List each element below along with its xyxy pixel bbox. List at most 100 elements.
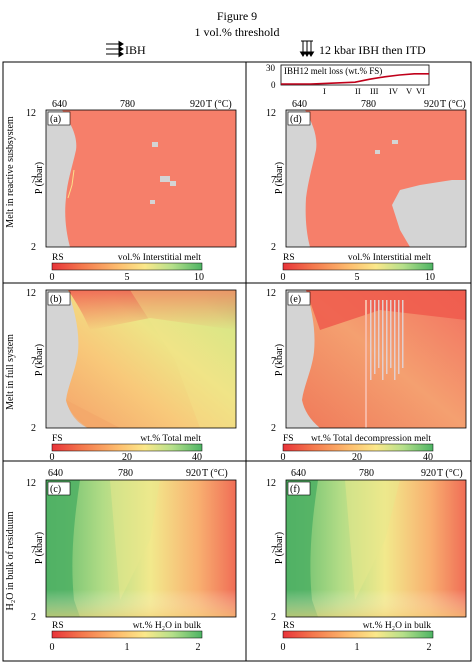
- stage-label-v: V: [406, 86, 413, 96]
- colorbar-row3-right: RS wt.% H₂O in bulk 0 1 2: [281, 621, 434, 653]
- colorbar-tick: 1: [125, 642, 130, 653]
- colorbar-tick: 0: [50, 452, 55, 463]
- panel-e-stripe: [370, 300, 372, 380]
- y-axis-label: P (kbar): [274, 162, 285, 194]
- inset-title: IBH12 melt loss (wt.% FS): [284, 66, 382, 76]
- panel-letter-f: (f): [290, 484, 300, 495]
- colorbar-title: wt.% Total decompression melt: [311, 434, 431, 444]
- xtick-640: 640: [292, 99, 307, 110]
- panel-e-stripe: [402, 300, 404, 368]
- colorbar-tick: 0: [281, 452, 286, 463]
- ytick-7: 7: [271, 356, 276, 367]
- panel-letter-b: (b): [50, 294, 62, 305]
- colorbar-tag: FS: [283, 434, 294, 444]
- panel-e-stripe: [398, 300, 400, 374]
- colorbar-tick: 0: [281, 642, 286, 653]
- colorbar-tick: 2: [196, 642, 201, 653]
- colorbar-title: wt.% H₂O in bulk: [363, 621, 431, 631]
- colorbar-title: wt.% Total melt: [140, 434, 201, 444]
- xtick-920: 920: [424, 99, 439, 110]
- colorbar-tick: 0: [50, 272, 55, 283]
- panel-letter-c: (c): [50, 484, 61, 495]
- xtick-920: 920: [421, 468, 436, 479]
- ytick-2: 2: [31, 612, 36, 623]
- colorbar-tick: 5: [125, 272, 130, 283]
- colorbar-tick: 1: [355, 642, 360, 653]
- col-left-header: IBH: [125, 43, 146, 57]
- col-right-header: 12 kbar IBH then ITD: [319, 43, 426, 57]
- colorbar-tick: 10: [194, 272, 204, 283]
- stage-label-iv: IV: [389, 86, 399, 96]
- y-axis-label: P (kbar): [274, 532, 285, 564]
- ytick-12: 12: [26, 288, 36, 299]
- ytick-12: 12: [266, 108, 276, 119]
- xtick-780: 780: [361, 99, 376, 110]
- ytick-2: 2: [271, 612, 276, 623]
- x-unit: T (°C): [202, 468, 228, 479]
- panel-e-stripe: [382, 300, 384, 380]
- panel-f: 640 780 920 T (°C) (f) 12 7 2 P (kbar): [266, 468, 467, 623]
- figure-title: Figure 9: [217, 9, 257, 23]
- inset-ytick-30: 30: [266, 63, 276, 73]
- ytick-2: 2: [271, 423, 276, 434]
- ytick-7: 7: [31, 175, 36, 186]
- stage-label-ii: II: [355, 86, 361, 96]
- panel-b: (b) 12 7 2 P (kbar): [26, 288, 237, 434]
- x-unit: T (°C): [440, 99, 466, 110]
- colorbar-tick: 20: [122, 452, 132, 463]
- panel-c: 640 780 920 T (°C) (c) 12 7 2 P (kbar): [26, 468, 237, 623]
- stage-label-iii: III: [370, 86, 379, 96]
- colorbar-tag: RS: [283, 253, 295, 263]
- panel-e-stripe: [386, 300, 388, 374]
- colorbar-row1-left: RS vol.% Interstitial melt 0 5 10: [50, 253, 205, 283]
- x-unit: T (°C): [206, 99, 232, 110]
- colorbar-tag: RS: [52, 621, 64, 631]
- ytick-12: 12: [26, 478, 36, 489]
- colorbar-title: vol.% Interstitial melt: [348, 253, 431, 263]
- colorbar-tag: RS: [283, 621, 295, 631]
- row-label-3: H₂O in bulk of residuum: [5, 511, 16, 610]
- inset-chart: 30 0 IBH12 melt loss (wt.% FS) I II III …: [266, 63, 430, 96]
- panel-e-stripe: [390, 300, 392, 368]
- y-axis-label: P (kbar): [34, 344, 45, 376]
- ytick-2: 2: [31, 423, 36, 434]
- colorbar-tick: 40: [192, 452, 202, 463]
- ytick-7: 7: [271, 545, 276, 556]
- stage-label-vi: VI: [416, 86, 425, 96]
- panel-letter-a: (a): [50, 114, 61, 125]
- y-axis-label: P (kbar): [34, 162, 45, 194]
- colorbar-tag: RS: [52, 253, 64, 263]
- ytick-7: 7: [31, 356, 36, 367]
- xtick-920: 920: [190, 99, 205, 110]
- inset-melt-loss-line: [281, 73, 429, 85]
- colorbar-title: wt.% H₂O in bulk: [133, 621, 201, 631]
- colorbar-tick: 5: [355, 272, 360, 283]
- panel-e-stripe: [374, 300, 376, 374]
- colorbar-tick: 0: [281, 272, 286, 283]
- ytick-7: 7: [271, 175, 276, 186]
- colorbar-tick: 2: [427, 642, 432, 653]
- colorbar-row2-left: FS wt.% Total melt 0 20 40: [50, 434, 203, 463]
- xtick-640: 640: [52, 99, 67, 110]
- ytick-2: 2: [31, 242, 36, 253]
- panel-e: (e) 12 7 2 P (kbar): [266, 288, 467, 434]
- x-unit: T (°C): [437, 468, 463, 479]
- xtick-780: 780: [359, 468, 374, 479]
- panel-a: 640 780 920 T (°C) (a) 12 7 2 P (kbar): [26, 99, 237, 253]
- y-axis-label: P (kbar): [34, 532, 45, 564]
- panel-letter-d: (d): [290, 114, 302, 125]
- xtick-780: 780: [120, 99, 135, 110]
- figure-subtitle: 1 vol.% threshold: [195, 25, 280, 39]
- colorbar-row2-right: FS wt.% Total decompression melt 0 20 40: [281, 434, 434, 463]
- colorbar-row1-right: RS vol.% Interstitial melt 0 5 10: [281, 253, 436, 283]
- xtick-780: 780: [118, 468, 133, 479]
- colorbar-tick: 0: [50, 642, 55, 653]
- panel-letter-e: (e): [290, 294, 301, 305]
- row-label-1: Melt in reactive susbsystem: [5, 116, 16, 228]
- ytick-12: 12: [266, 478, 276, 489]
- ytick-12: 12: [26, 108, 36, 119]
- xtick-640: 640: [48, 468, 63, 479]
- panel-d: 640 780 920 T (°C) (d) 12 7 2 P (kbar): [266, 99, 467, 253]
- colorbar-tick: 10: [425, 272, 435, 283]
- panel-e-stripes: [370, 300, 404, 380]
